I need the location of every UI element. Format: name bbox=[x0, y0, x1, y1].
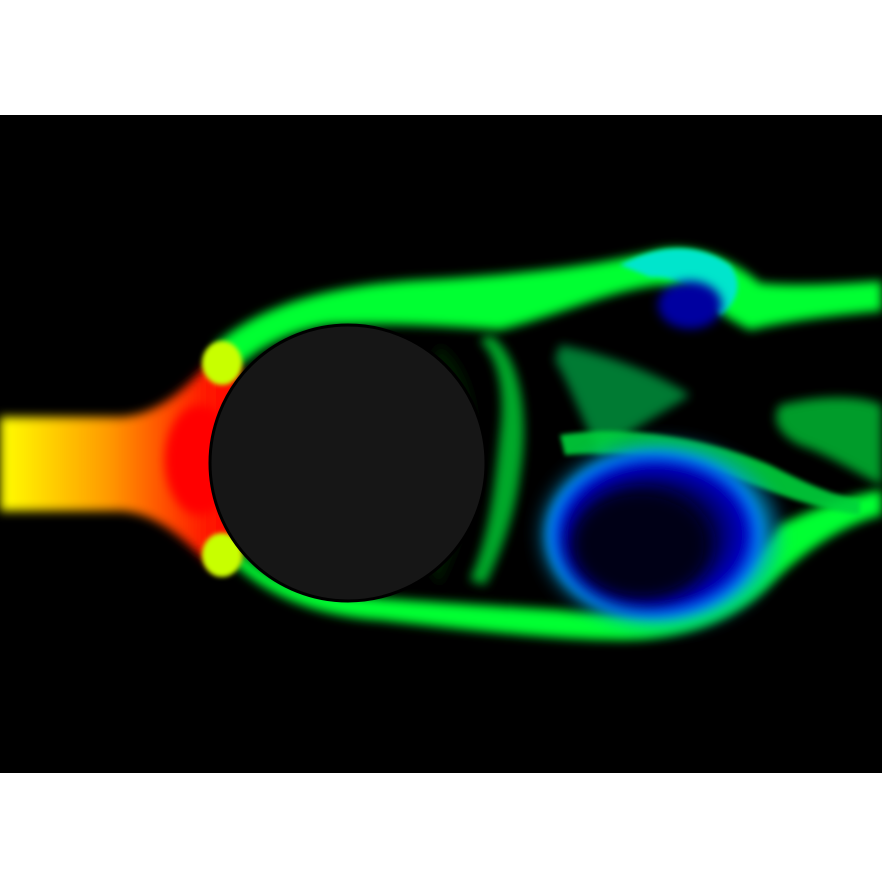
wake-filament-3 bbox=[776, 397, 882, 485]
wake-filament-1 bbox=[470, 335, 524, 585]
wake-filament-2 bbox=[555, 345, 690, 455]
lower-shoulder bbox=[202, 533, 242, 577]
flow-field bbox=[0, 115, 882, 773]
flow-visualization bbox=[0, 115, 882, 773]
lower-vortex-core bbox=[570, 490, 710, 600]
inflow-jet bbox=[0, 355, 240, 570]
cylinder-obstacle bbox=[208, 323, 488, 603]
upper-shoulder bbox=[202, 341, 242, 385]
upper-vortex bbox=[658, 281, 722, 329]
